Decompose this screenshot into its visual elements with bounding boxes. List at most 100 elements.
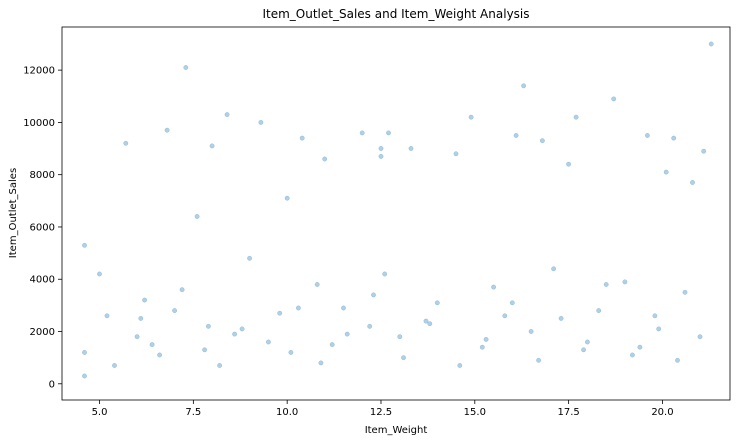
plot-frame — [61, 26, 731, 401]
data-point — [652, 313, 658, 319]
x-axis-ticks: 5.0 7.5 10.0 12.5 15.0 17.5 20.0 — [92, 400, 674, 418]
data-point — [183, 65, 189, 70]
data-point — [558, 315, 564, 321]
data-point — [551, 266, 557, 272]
data-point — [82, 349, 87, 355]
data-point — [217, 363, 223, 368]
data-point — [708, 41, 714, 47]
data-point — [239, 326, 245, 332]
data-point — [629, 352, 635, 358]
data-point — [603, 282, 609, 287]
data-point — [584, 339, 590, 345]
data-point — [164, 127, 170, 133]
data-point — [123, 140, 129, 146]
data-point — [284, 195, 290, 201]
data-point — [341, 305, 346, 311]
data-point — [453, 151, 459, 157]
data-point — [479, 344, 485, 350]
data-point — [142, 297, 148, 303]
data-point — [637, 344, 643, 350]
data-point — [397, 334, 403, 340]
data-point — [427, 321, 433, 327]
data-point — [288, 349, 294, 355]
data-point — [157, 352, 163, 358]
data-point — [581, 347, 587, 353]
y-axis-title: Item_Outlet_Sales — [8, 168, 19, 258]
data-point — [277, 310, 283, 316]
data-point — [359, 130, 365, 136]
data-point — [112, 363, 117, 368]
data-point — [502, 313, 508, 319]
x-axis-title: Item_Weight — [365, 425, 428, 436]
data-point — [329, 342, 335, 348]
data-point — [367, 323, 373, 329]
y-tick-label: 4000 — [30, 275, 55, 286]
data-point — [656, 326, 662, 332]
data-point — [265, 339, 271, 345]
y-tick-label: 8000 — [30, 170, 55, 181]
data-point — [457, 363, 463, 368]
data-point — [318, 360, 324, 366]
data-point — [596, 308, 602, 314]
data-point — [172, 308, 178, 314]
y-tick-label: 0 — [49, 379, 55, 390]
data-point — [382, 271, 388, 277]
data-point — [386, 130, 391, 136]
data-point — [622, 279, 628, 285]
data-point — [539, 138, 545, 144]
data-point — [483, 336, 489, 342]
data-point — [194, 214, 200, 219]
chart-title: Item_Outlet_Sales and Item_Weight Analys… — [262, 7, 529, 21]
data-point — [675, 357, 680, 363]
data-point — [423, 318, 429, 324]
data-point — [644, 133, 650, 138]
data-point — [344, 331, 350, 337]
y-tick-label: 10000 — [23, 118, 55, 129]
data-point — [149, 342, 155, 348]
data-point — [82, 242, 87, 248]
data-point — [258, 119, 264, 125]
data-point — [104, 313, 110, 319]
y-tick-label: 6000 — [30, 222, 55, 233]
data-point — [179, 287, 185, 293]
data-point — [224, 112, 230, 118]
data-point — [209, 143, 215, 149]
data-point — [509, 300, 515, 306]
data-point — [299, 135, 305, 141]
data-point — [682, 289, 688, 295]
data-points — [82, 41, 714, 379]
y-axis-ticks: 0 2000 4000 6000 8000 10000 12000 — [23, 66, 62, 390]
data-point — [314, 282, 320, 287]
data-point — [491, 284, 497, 290]
x-tick-label: 5.0 — [92, 407, 108, 418]
y-tick-label: 2000 — [30, 327, 55, 338]
data-point — [468, 114, 474, 120]
data-point — [663, 169, 669, 175]
x-tick-label: 10.0 — [276, 407, 298, 418]
data-point — [566, 161, 572, 167]
data-point — [205, 323, 211, 329]
data-point — [202, 347, 208, 353]
data-point — [134, 334, 140, 340]
data-point — [371, 292, 376, 298]
y-tick-label: 12000 — [23, 66, 55, 77]
data-point — [513, 133, 519, 138]
data-point — [247, 255, 253, 261]
data-point — [97, 271, 102, 277]
x-tick-label: 17.5 — [557, 407, 579, 418]
data-point — [434, 300, 440, 306]
data-point — [295, 305, 301, 311]
data-point — [573, 114, 579, 120]
data-point — [536, 357, 542, 363]
x-tick-label: 20.0 — [651, 407, 673, 418]
data-point — [138, 315, 144, 321]
data-point — [232, 331, 238, 337]
data-point — [322, 156, 328, 162]
x-tick-label: 12.5 — [370, 407, 392, 418]
data-point — [378, 146, 384, 151]
data-point — [401, 355, 406, 361]
data-point — [528, 329, 534, 334]
data-point — [378, 153, 384, 159]
